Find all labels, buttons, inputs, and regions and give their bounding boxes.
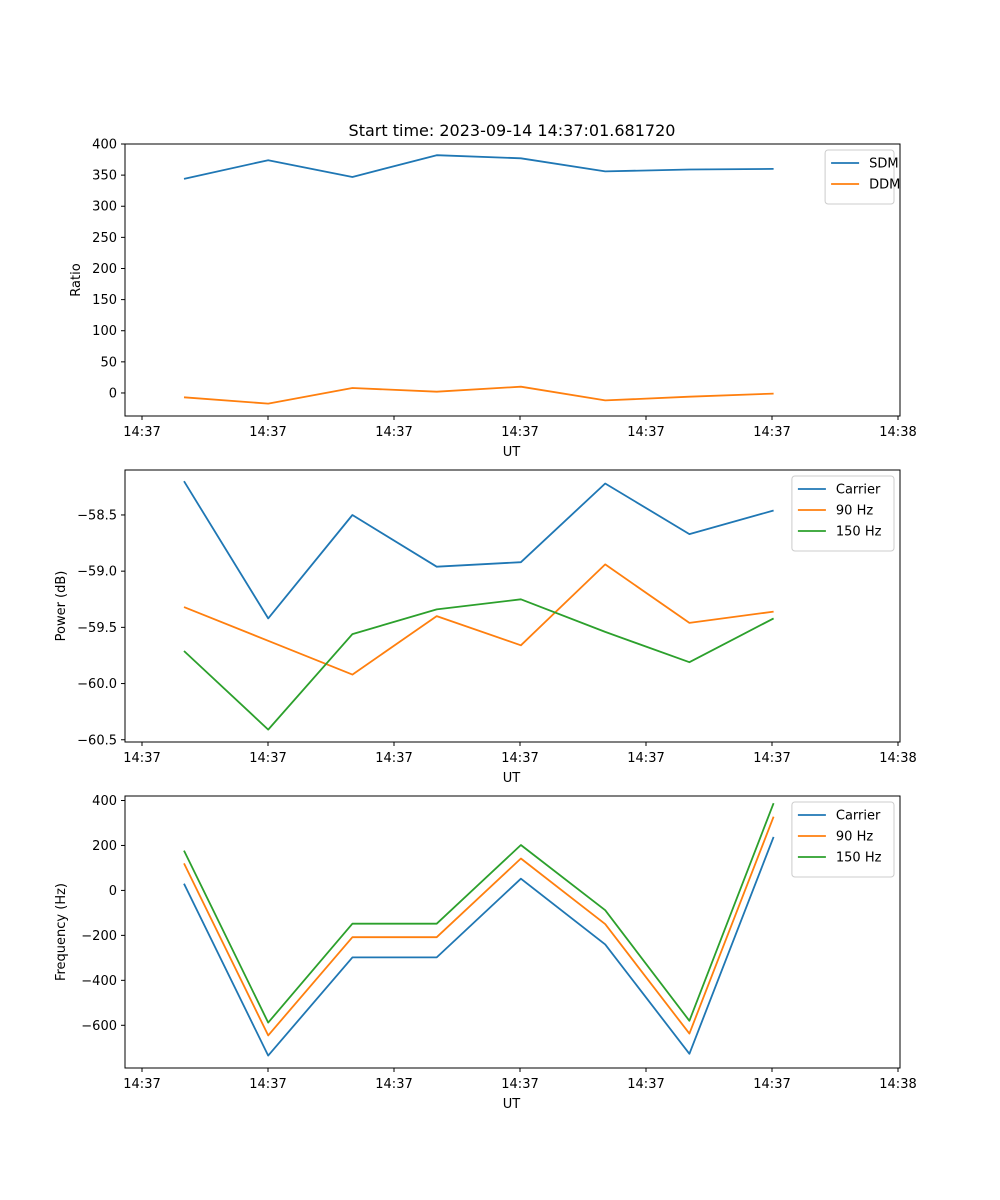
series-line-150-hz <box>183 802 775 1024</box>
series-line-carrier <box>183 480 774 620</box>
legend-box <box>791 475 895 552</box>
y-tick-label: 400 <box>92 794 117 809</box>
y-tick-label: 0 <box>109 386 117 401</box>
x-tick-label: 14:37 <box>627 425 664 440</box>
legend-label: Carrier <box>836 483 881 498</box>
x-tick-label: 14:37 <box>375 1077 412 1092</box>
x-tick-label: 14:37 <box>753 751 790 766</box>
x-tick-label: 14:37 <box>249 1077 286 1092</box>
x-axis-label: UT <box>503 1097 521 1112</box>
chart-panel-1: 14:37 14:37 14:37 14:37 14:37 14:37 14:38 0 50 10… <box>69 138 917 461</box>
y-tick-label: 250 <box>92 231 117 246</box>
y-tick-label: −600 <box>81 1019 117 1034</box>
x-tick-label: 14:37 <box>753 425 790 440</box>
series-line-90-hz <box>183 816 775 1037</box>
series-line-sdm <box>183 154 774 180</box>
x-tick-label: 14:38 <box>879 425 916 440</box>
y-tick-label: 200 <box>92 839 117 854</box>
chart-panel-2: 14:37 14:37 14:37 14:37 14:37 14:37 14:38 −58.5… <box>54 469 917 786</box>
x-tick-label: 14:37 <box>249 751 286 766</box>
x-tick-label: 14:37 <box>123 425 160 440</box>
y-tick-label: 150 <box>92 293 117 308</box>
x-tick-label: 14:37 <box>375 425 412 440</box>
y-tick-label: 200 <box>92 262 117 277</box>
legend-label: 90 Hz <box>836 830 873 845</box>
axes-frame <box>124 143 901 417</box>
y-tick-label: 400 <box>92 138 117 153</box>
x-tick-label: 14:37 <box>627 751 664 766</box>
series-line-150-hz <box>183 598 775 731</box>
series-line-90-hz <box>183 563 774 676</box>
y-tick-label: −59.5 <box>77 621 117 636</box>
x-tick-label: 14:37 <box>501 751 538 766</box>
x-tick-label: 14:37 <box>627 1077 664 1092</box>
chart-panels: 14:37 14:37 14:37 14:37 14:37 14:37 14:38 0 50 10… <box>54 138 917 1113</box>
legend: Carrier 90 Hz 150 Hz <box>791 801 895 878</box>
x-tick-label: 14:37 <box>753 1077 790 1092</box>
series-line-ddm <box>183 385 774 405</box>
y-tick-label: 50 <box>100 355 117 370</box>
y-axis-label: Ratio <box>69 263 84 296</box>
y-axis-label: Power (dB) <box>54 571 69 642</box>
series-line-carrier <box>183 836 775 1057</box>
figure-title: Start time: 2023-09-14 14:37:01.681720 <box>349 121 676 140</box>
y-tick-label: 300 <box>92 200 117 215</box>
x-tick-label: 14:37 <box>501 1077 538 1092</box>
legend-label: 150 Hz <box>836 851 882 866</box>
x-tick-label: 14:37 <box>501 425 538 440</box>
legend: Carrier 90 Hz 150 Hz <box>791 475 895 552</box>
y-tick-label: 100 <box>92 324 117 339</box>
legend-label: DDM <box>869 178 900 193</box>
axes-frame <box>124 469 901 743</box>
y-tick-label: 350 <box>92 169 117 184</box>
x-tick-label: 14:38 <box>879 1077 916 1092</box>
legend-label: Carrier <box>836 809 881 824</box>
legend: SDM DDM <box>824 149 900 205</box>
y-tick-label: −60.0 <box>77 677 117 692</box>
chart-panel-3: 14:37 14:37 14:37 14:37 14:37 14:37 14:38 400 20… <box>54 794 917 1112</box>
x-axis-label: UT <box>503 445 521 460</box>
y-tick-label: −58.5 <box>77 508 117 523</box>
y-axis-label: Frequency (Hz) <box>54 883 69 981</box>
y-tick-label: −59.0 <box>77 565 117 580</box>
y-tick-label: −200 <box>81 929 117 944</box>
x-tick-label: 14:38 <box>879 751 916 766</box>
legend-label: 90 Hz <box>836 504 873 519</box>
x-tick-label: 14:37 <box>249 425 286 440</box>
axes-frame <box>124 795 901 1069</box>
y-tick-label: 0 <box>109 884 117 899</box>
legend-label: SDM <box>869 157 898 172</box>
x-axis-label: UT <box>503 771 521 786</box>
x-tick-label: 14:37 <box>375 751 412 766</box>
x-tick-label: 14:37 <box>123 1077 160 1092</box>
x-tick-label: 14:37 <box>123 751 160 766</box>
y-tick-label: −60.5 <box>77 733 117 748</box>
y-tick-label: −400 <box>81 974 117 989</box>
legend-label: 150 Hz <box>836 525 882 540</box>
legend-box <box>791 801 895 878</box>
